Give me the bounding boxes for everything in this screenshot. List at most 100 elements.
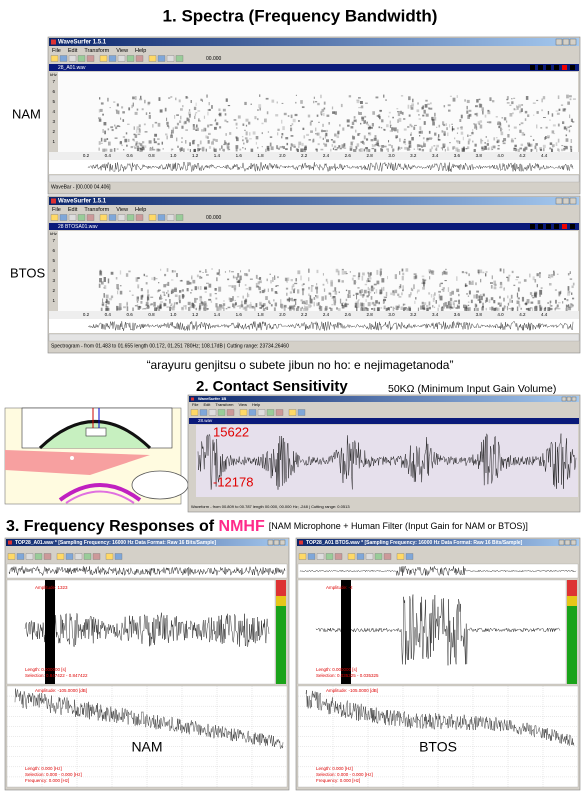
energy <box>201 301 203 303</box>
energy <box>194 107 196 110</box>
energy <box>385 99 386 101</box>
energy <box>467 100 470 103</box>
tool-button <box>84 554 91 560</box>
energy <box>204 116 205 119</box>
energy <box>356 295 357 299</box>
menu-item[interactable]: Help <box>252 402 261 407</box>
energy <box>480 125 483 129</box>
energy <box>457 95 458 98</box>
energy <box>266 119 267 123</box>
menu-item[interactable]: View <box>116 48 128 54</box>
energy <box>312 140 314 143</box>
energy <box>172 149 174 150</box>
menu-item[interactable]: File <box>52 48 61 54</box>
energy <box>383 287 384 291</box>
energy <box>455 148 458 152</box>
time-tick-label: 1.8 <box>257 153 264 158</box>
energy <box>374 292 375 294</box>
energy <box>185 140 186 144</box>
energy <box>521 122 524 124</box>
energy <box>371 288 374 292</box>
energy <box>368 127 371 130</box>
menu-item[interactable]: Transform <box>84 48 109 54</box>
menu-item[interactable]: File <box>192 402 199 407</box>
energy <box>225 113 227 115</box>
energy <box>558 139 560 143</box>
energy <box>154 141 157 143</box>
tool-button <box>60 215 67 221</box>
energy <box>434 113 436 117</box>
energy <box>272 277 274 282</box>
tool-button <box>191 410 198 416</box>
energy <box>558 124 560 127</box>
energy <box>302 288 304 290</box>
energy <box>175 295 178 298</box>
energy <box>378 114 380 117</box>
menu-item[interactable]: Edit <box>68 48 78 54</box>
energy <box>265 296 268 300</box>
tool-button <box>44 554 51 560</box>
energy <box>252 306 255 309</box>
energy <box>144 124 146 126</box>
time-tick-label: 1.6 <box>236 153 243 158</box>
energy <box>335 291 338 295</box>
energy <box>268 289 269 292</box>
energy <box>315 133 317 134</box>
energy <box>429 276 430 279</box>
tool-button <box>118 215 125 221</box>
energy <box>219 113 222 117</box>
energy <box>189 114 191 118</box>
menu-item[interactable]: Edit <box>203 402 211 407</box>
menu-item[interactable]: Edit <box>68 207 78 213</box>
tool-button <box>299 554 306 560</box>
menu-item[interactable]: Help <box>135 48 146 54</box>
energy <box>496 137 498 138</box>
energy <box>552 113 553 116</box>
energy <box>362 294 364 297</box>
energy <box>277 276 278 278</box>
energy <box>320 95 321 98</box>
energy <box>417 291 418 294</box>
energy <box>181 307 183 309</box>
energy <box>101 281 104 284</box>
energy <box>465 272 467 273</box>
energy <box>458 300 460 305</box>
energy <box>120 142 122 145</box>
energy <box>298 142 301 146</box>
energy <box>370 272 372 275</box>
menu-item[interactable]: View <box>238 402 247 407</box>
icon <box>8 541 12 545</box>
energy <box>350 271 351 272</box>
min-value: -12178 <box>213 474 253 489</box>
menu-item[interactable]: File <box>52 207 61 213</box>
energy <box>251 104 252 105</box>
energy <box>187 149 188 151</box>
energy <box>475 113 477 115</box>
menu-item[interactable]: Transform <box>84 207 109 213</box>
energy <box>438 139 441 141</box>
energy <box>198 286 199 289</box>
menu-item[interactable]: Transform <box>215 402 234 407</box>
section-title: 2. Contact Sensitivity <box>196 378 348 395</box>
energy <box>521 144 523 146</box>
energy <box>99 97 100 99</box>
energy <box>310 295 312 299</box>
energy <box>374 149 376 152</box>
energy <box>146 302 149 306</box>
energy <box>360 101 363 104</box>
energy <box>166 292 167 294</box>
energy <box>140 301 142 304</box>
energy <box>518 297 520 299</box>
menu-item[interactable]: Help <box>135 207 146 213</box>
energy <box>459 141 460 144</box>
energy <box>521 104 523 105</box>
energy <box>491 146 493 150</box>
energy <box>419 148 421 150</box>
time-tick-label: 1.2 <box>192 312 199 317</box>
energy <box>384 296 385 298</box>
menu-item[interactable]: View <box>116 207 128 213</box>
energy <box>303 128 305 130</box>
energy <box>468 296 469 297</box>
energy <box>399 286 400 289</box>
energy <box>308 294 310 296</box>
